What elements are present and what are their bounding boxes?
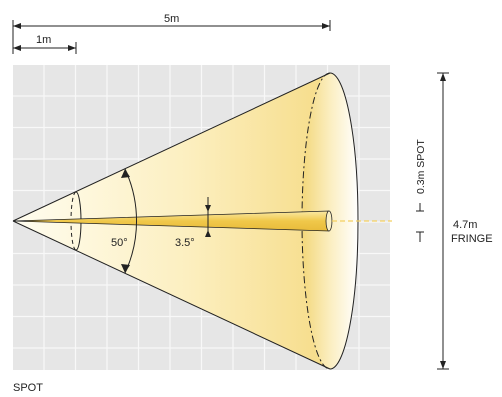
wide-angle-arrow-bottom <box>121 264 130 273</box>
narrow-angle-arrow-bottom <box>205 230 211 237</box>
fringe-size-label: 4.7m <box>453 219 477 231</box>
fringe-arrow-bottom <box>440 361 446 369</box>
unit-distance-arrow-right <box>68 45 76 51</box>
wide-beam-outline <box>12 72 331 370</box>
fringe-arrow-top <box>440 73 446 81</box>
spot-caption: SPOT <box>13 382 43 394</box>
narrow-angle-arrow-top <box>205 205 211 212</box>
spot-size-label: 0.3m SPOT <box>415 139 427 194</box>
unit-distance-arrow-left <box>13 45 21 51</box>
narrow-angle-label: 3.5° <box>175 237 195 249</box>
fringe-word-label: FRINGE <box>451 233 493 245</box>
wide-angle-arc <box>124 168 138 274</box>
total-distance-arrow-left <box>13 23 21 29</box>
total-distance-label: 5m <box>164 13 179 25</box>
spot-beam-end <box>325 210 333 232</box>
total-distance-arrow-right <box>322 23 330 29</box>
wide-angle-arrow-top <box>121 169 130 178</box>
wide-angle-label: 50° <box>111 237 128 249</box>
unit-distance-label: 1m <box>36 34 51 46</box>
